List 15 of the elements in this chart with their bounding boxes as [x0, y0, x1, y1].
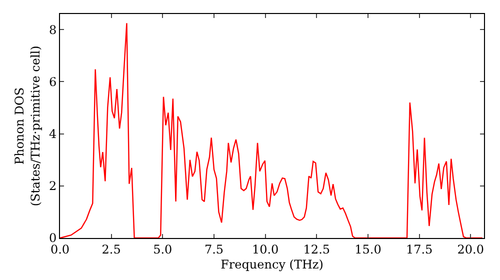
x-tick-label: 2.5: [102, 242, 121, 256]
x-axis-title: Frequency (THz): [220, 257, 324, 272]
x-tick-label: 20.0: [457, 242, 484, 256]
y-tick-label: 8: [48, 22, 57, 37]
y-tick-label: 6: [48, 74, 57, 89]
line-series: [60, 22, 483, 238]
x-tick-label: 7.5: [204, 242, 224, 256]
y-tick-label: 4: [48, 127, 57, 142]
x-tick-label: 10.0: [252, 242, 279, 256]
x-tick-label: 15.0: [354, 242, 382, 256]
x-tick-label: 5.0: [153, 242, 172, 256]
y-axis-title: Phonon DOS (States/THz·primitive cell): [12, 46, 42, 206]
x-tick-label: 17.5: [406, 242, 433, 256]
x-tick-label: 12.5: [303, 242, 330, 256]
y-tick-label: 2: [48, 179, 57, 194]
